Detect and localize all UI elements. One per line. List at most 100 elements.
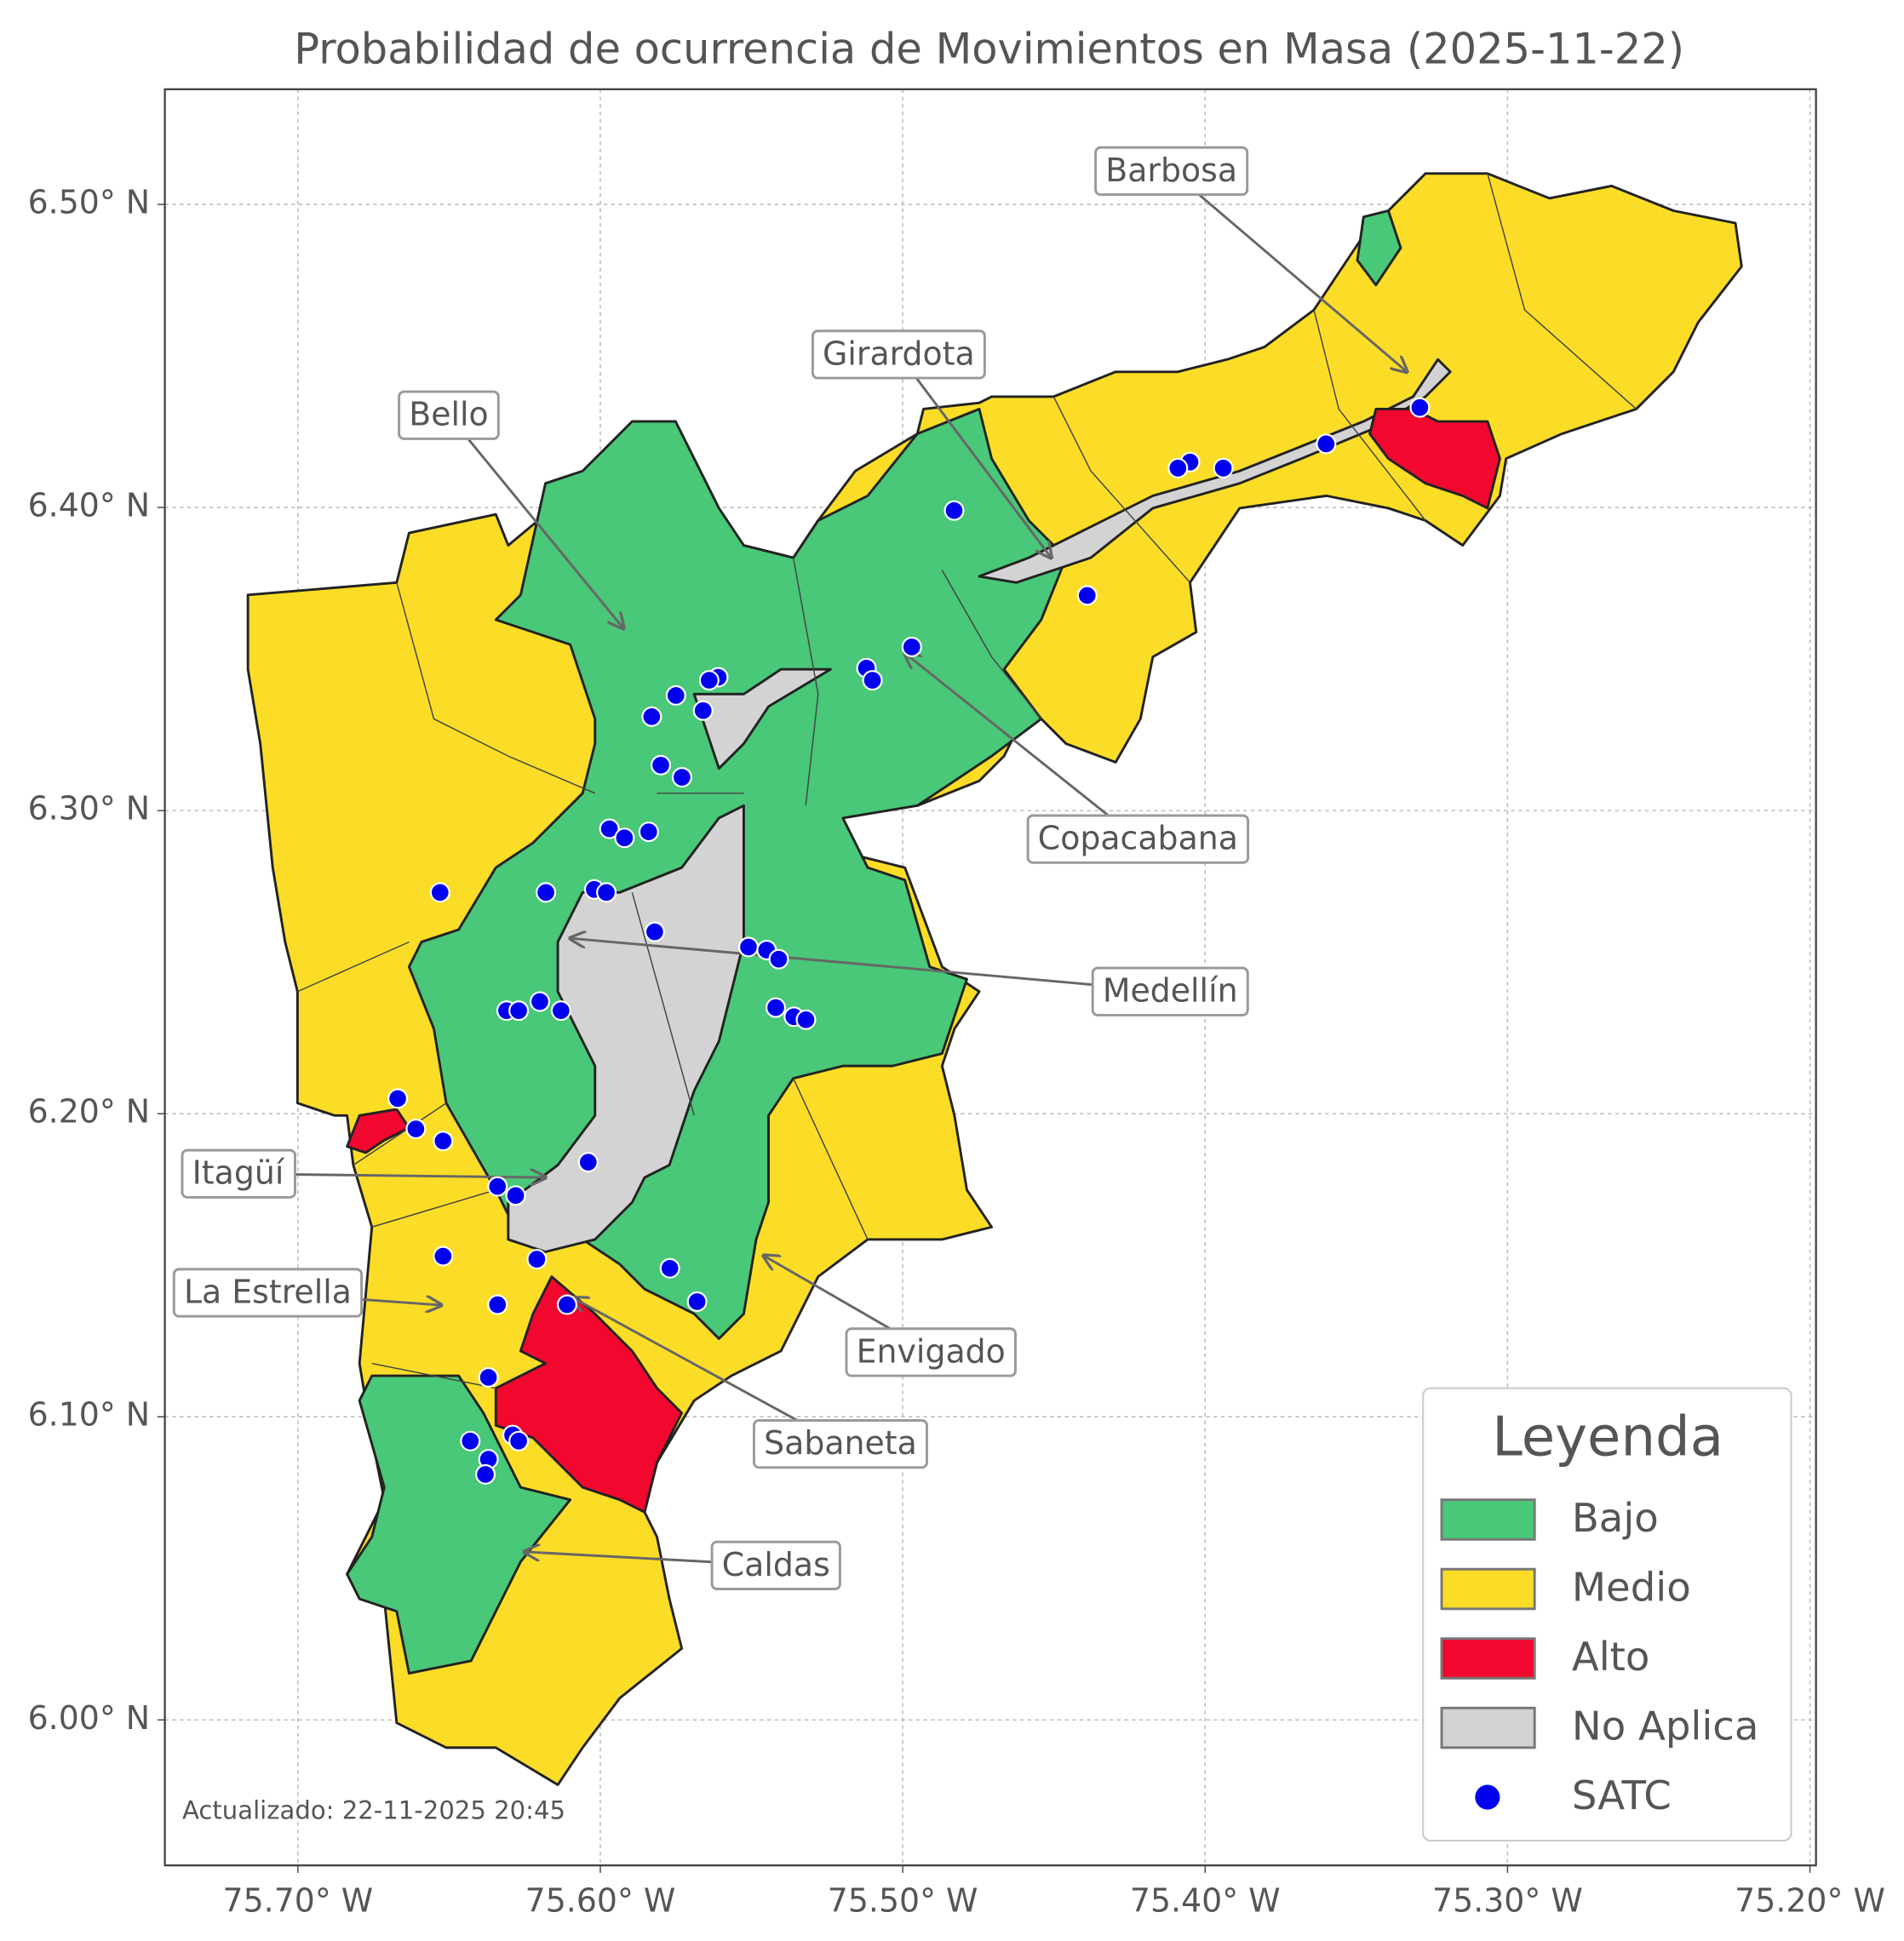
ticks: 75.70° W 75.60° W 75.50° W 75.40° W 75.30° W…	[28, 184, 1885, 1920]
satc-station	[529, 991, 550, 1012]
satc-points	[387, 397, 1431, 1485]
legend-title: Leyenda	[1492, 1406, 1723, 1469]
annotation-label: Itagüí	[192, 1154, 285, 1192]
region-bajo	[346, 1374, 572, 1675]
annotation-box	[1091, 966, 1249, 1016]
region-alto	[346, 1108, 410, 1154]
x-tick-label: 75.70° W	[223, 1881, 374, 1919]
annotation-box	[1026, 814, 1250, 864]
annotation-label: Envigado	[857, 1332, 1006, 1370]
annotation-arrow	[447, 414, 623, 628]
y-tick-label: 6.40° N	[28, 487, 151, 524]
legend-items: Bajo Medio Alto No Aplica SATC	[1440, 1495, 1759, 1818]
satc-station	[429, 882, 450, 903]
annotation-arrow	[1170, 169, 1408, 372]
annotation-arrow	[898, 353, 1051, 558]
region-no-aplica	[507, 804, 745, 1253]
annotation: Medellín	[571, 938, 1249, 1016]
annotation: Envigado	[764, 1256, 1017, 1377]
annotation-box	[753, 1419, 928, 1469]
y-tick-label: 6.10° N	[28, 1396, 151, 1434]
satc-station	[795, 1009, 817, 1030]
satc-station	[487, 1294, 508, 1315]
legend-swatch	[1440, 1498, 1536, 1541]
y-tick-label: 6.50° N	[28, 184, 151, 221]
map-title: Probabilidad de ocurrencia de Movimiento…	[294, 25, 1684, 74]
satc-station	[644, 921, 665, 942]
legend: Leyenda Bajo Medio Alto No Aplica SATC	[1422, 1387, 1792, 1842]
satc-station	[671, 767, 692, 788]
satc-station	[596, 882, 617, 903]
annotation: Bello	[398, 390, 624, 628]
annotation: Girardota	[811, 329, 1051, 558]
satc-station	[387, 1088, 409, 1109]
legend-label: Medio	[1572, 1564, 1691, 1610]
region-no-aplica	[978, 358, 1452, 584]
footer-note: Actualizado: 22-11-2025 20:45	[182, 1796, 565, 1825]
legend-swatch	[1440, 1706, 1536, 1749]
satc-station	[862, 670, 883, 691]
annotation: Barbosa	[1094, 146, 1408, 372]
annotation: Itagüí	[181, 1148, 546, 1199]
y-tick-label: 6.30° N	[28, 790, 151, 827]
satc-station	[460, 1430, 481, 1451]
satc-station	[508, 1430, 530, 1451]
annotation: La Estrella	[172, 1268, 441, 1318]
legend-swatch	[1440, 1567, 1536, 1611]
region-no-aplica	[692, 667, 832, 770]
satc-station	[768, 948, 789, 970]
y-tick-label: 6.20° N	[28, 1093, 151, 1131]
region-alto	[494, 1275, 684, 1514]
plot-frame	[163, 88, 1817, 1867]
annotations: Barbosa Girardota Bello Copacabana Medellín I…	[172, 146, 1408, 1590]
legend-swatch	[1440, 1637, 1536, 1680]
satc-station	[1409, 397, 1431, 418]
annotation-box	[181, 1148, 296, 1199]
x-tick-label: 75.40° W	[1130, 1881, 1281, 1919]
legend-marker	[1475, 1784, 1500, 1810]
satc-station	[698, 670, 720, 691]
annotation-label: Copacabana	[1038, 820, 1238, 857]
regions	[246, 172, 1743, 1787]
x-tick-label: 75.60° W	[525, 1881, 676, 1919]
legend-label: Bajo	[1572, 1495, 1659, 1541]
satc-station	[556, 1294, 577, 1315]
annotation: Sabaneta	[573, 1297, 928, 1469]
annotation-box	[172, 1268, 364, 1318]
satc-station	[765, 997, 786, 1018]
satc-station	[1076, 585, 1098, 606]
region-alto	[1368, 408, 1501, 510]
x-tick-label: 75.20° W	[1735, 1881, 1885, 1919]
satc-station	[738, 936, 760, 958]
legend-label: SATC	[1572, 1772, 1672, 1818]
annotation-box	[1094, 146, 1249, 197]
x-tick-label: 75.30° W	[1432, 1881, 1583, 1919]
satc-station	[901, 636, 922, 657]
satc-station	[577, 1152, 599, 1173]
x-tick-label: 75.50° W	[828, 1881, 978, 1919]
annotation-label: Girardota	[823, 335, 975, 372]
satc-station	[651, 754, 672, 776]
annotation-label: Sabaneta	[764, 1424, 917, 1462]
satc-station	[505, 1185, 526, 1206]
satc-station	[478, 1366, 499, 1388]
satc-station	[943, 500, 965, 521]
legend-label: Alto	[1572, 1634, 1650, 1680]
satc-station	[665, 684, 686, 706]
annotation: Caldas	[525, 1540, 841, 1590]
legend-label: No Aplica	[1572, 1703, 1759, 1749]
satc-station	[614, 827, 635, 849]
satc-station	[433, 1245, 454, 1267]
annotation-label: Caldas	[722, 1546, 830, 1583]
annotation-box	[398, 390, 500, 440]
satc-station	[487, 1176, 508, 1197]
annotation-label: Bello	[409, 396, 488, 433]
satc-station	[692, 700, 714, 721]
satc-station	[686, 1291, 708, 1312]
satc-station	[659, 1257, 680, 1279]
satc-station	[641, 706, 662, 727]
y-tick-label: 6.00° N	[28, 1699, 151, 1737]
satc-station	[526, 1249, 548, 1270]
